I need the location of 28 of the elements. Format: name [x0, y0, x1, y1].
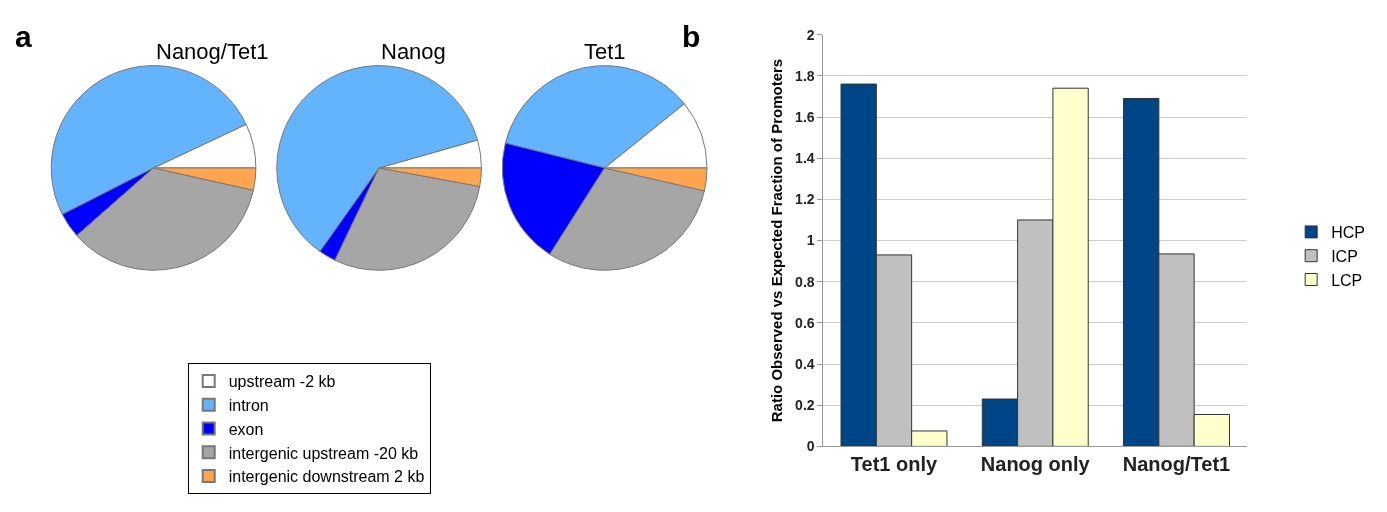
x-tick-label: Nanog/Tet1: [1122, 453, 1231, 476]
y-axis-title: Ratio Observed vs Expected Fraction of Promoters: [768, 58, 786, 423]
chart-title: Tet1: [584, 39, 626, 64]
text: a: [15, 20, 32, 53]
x-tick-label: Tet1 only: [850, 453, 939, 476]
y-tick-label: 0.4: [795, 355, 815, 372]
y-tick-label: 0.8: [795, 273, 815, 290]
legend-label: intergenic upstream -20 kb: [228, 444, 419, 462]
y-tick-label: 0.2: [795, 397, 815, 414]
legend-label: intergenic downstream 2 kb: [228, 468, 425, 486]
legend-label: exon: [228, 420, 264, 438]
y-tick-label: 1.2: [795, 191, 815, 208]
legend-label: ICP: [1331, 247, 1358, 265]
y-tick-label: 2: [806, 26, 815, 43]
y-tick-label: 1.4: [795, 150, 815, 167]
y-tick-label: 0.6: [795, 314, 815, 331]
x-tick-label: Nanog only: [980, 453, 1091, 476]
legend-label: HCP: [1331, 224, 1365, 242]
legend-label: intron: [228, 396, 269, 414]
legend-label: LCP: [1331, 271, 1363, 289]
chart-title: Nanog: [381, 39, 446, 64]
text: b: [682, 20, 701, 53]
y-tick-label: 1: [806, 232, 815, 249]
y-tick-label: 0: [806, 438, 815, 455]
chart-title: Nanog/Tet1: [156, 39, 269, 64]
legend-label: upstream -2 kb: [228, 373, 336, 391]
y-tick-label: 1.8: [795, 67, 815, 84]
y-tick-label: 1.6: [795, 108, 815, 125]
